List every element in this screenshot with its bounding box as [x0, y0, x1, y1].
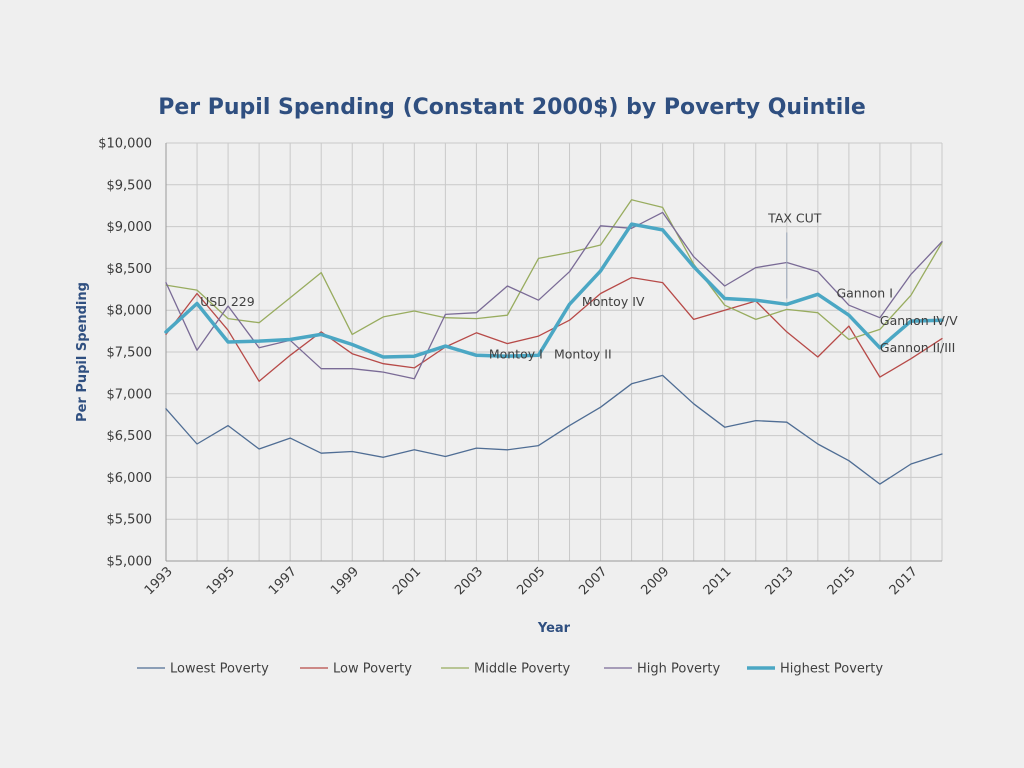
- x-axis-title: Year: [537, 621, 571, 636]
- y-tick-label: $9,500: [107, 178, 153, 193]
- x-tick-label: 2013: [763, 564, 797, 598]
- series-line-high-poverty: [165, 211, 943, 380]
- legend-label: Lowest Poverty: [170, 662, 269, 677]
- x-tick-label: 1999: [328, 564, 362, 598]
- legend-label: Middle Poverty: [474, 662, 571, 677]
- annotation-label: Gannon IV/V: [880, 313, 958, 328]
- x-tick-label: 2003: [452, 564, 486, 598]
- series-line-lowest-poverty: [165, 374, 943, 485]
- legend-label: Low Poverty: [333, 662, 412, 677]
- x-tick-label: 1995: [204, 564, 238, 598]
- y-tick-label: $7,500: [107, 346, 153, 361]
- y-tick-label: $10,000: [98, 137, 152, 152]
- series-line-highest-poverty: [164, 222, 944, 359]
- y-tick-label: $5,500: [107, 513, 153, 528]
- annotation-label: Montoy I: [489, 347, 543, 362]
- legend-label: Highest Poverty: [780, 662, 883, 677]
- series-layer: [164, 199, 944, 485]
- x-tick-label: 2017: [887, 564, 921, 598]
- annotation-label: Gannon I: [836, 286, 892, 301]
- annotation-layer: USD 229 Montoy IV Montoy I Montoy II TAX CUT…: [200, 210, 958, 361]
- y-axis-title: Per Pupil Spending: [75, 282, 90, 422]
- annotation-label: Montoy II: [554, 347, 612, 362]
- y-tick-label: $5,000: [107, 555, 153, 570]
- x-tick-label: 2011: [701, 564, 735, 598]
- y-tick-label: $9,000: [107, 220, 153, 235]
- annotation-label: USD 229: [200, 294, 255, 309]
- y-tick-label: $7,000: [107, 387, 153, 402]
- x-tick-label: 1997: [266, 564, 300, 598]
- axis-layer: $5,000 $5,500 $6,000 $6,500 $7,000 $7,500 $8,0…: [98, 137, 942, 598]
- y-tick-label: $8,000: [107, 304, 153, 319]
- annotation-label: TAX CUT: [767, 210, 822, 225]
- y-tick-label: $6,000: [107, 471, 153, 486]
- x-tick-label: 2005: [514, 564, 548, 598]
- x-tick-label: 2009: [638, 564, 672, 598]
- y-tick-label: $8,500: [107, 262, 153, 277]
- chart-title: Per Pupil Spending (Constant 2000$) by P…: [158, 95, 866, 120]
- annotation-label: Montoy IV: [582, 294, 645, 309]
- legend-label: High Poverty: [637, 662, 720, 677]
- y-tick-label: $6,500: [107, 429, 153, 444]
- series-line-middle-poverty: [165, 199, 943, 341]
- annotation-label: Gannon II/III: [880, 340, 955, 355]
- x-tick-label: 2007: [576, 564, 610, 598]
- legend: Lowest Poverty Low Poverty Middle Poverty H…: [137, 662, 883, 677]
- x-tick-label: 2001: [390, 564, 424, 598]
- x-tick-label: 2015: [825, 564, 859, 598]
